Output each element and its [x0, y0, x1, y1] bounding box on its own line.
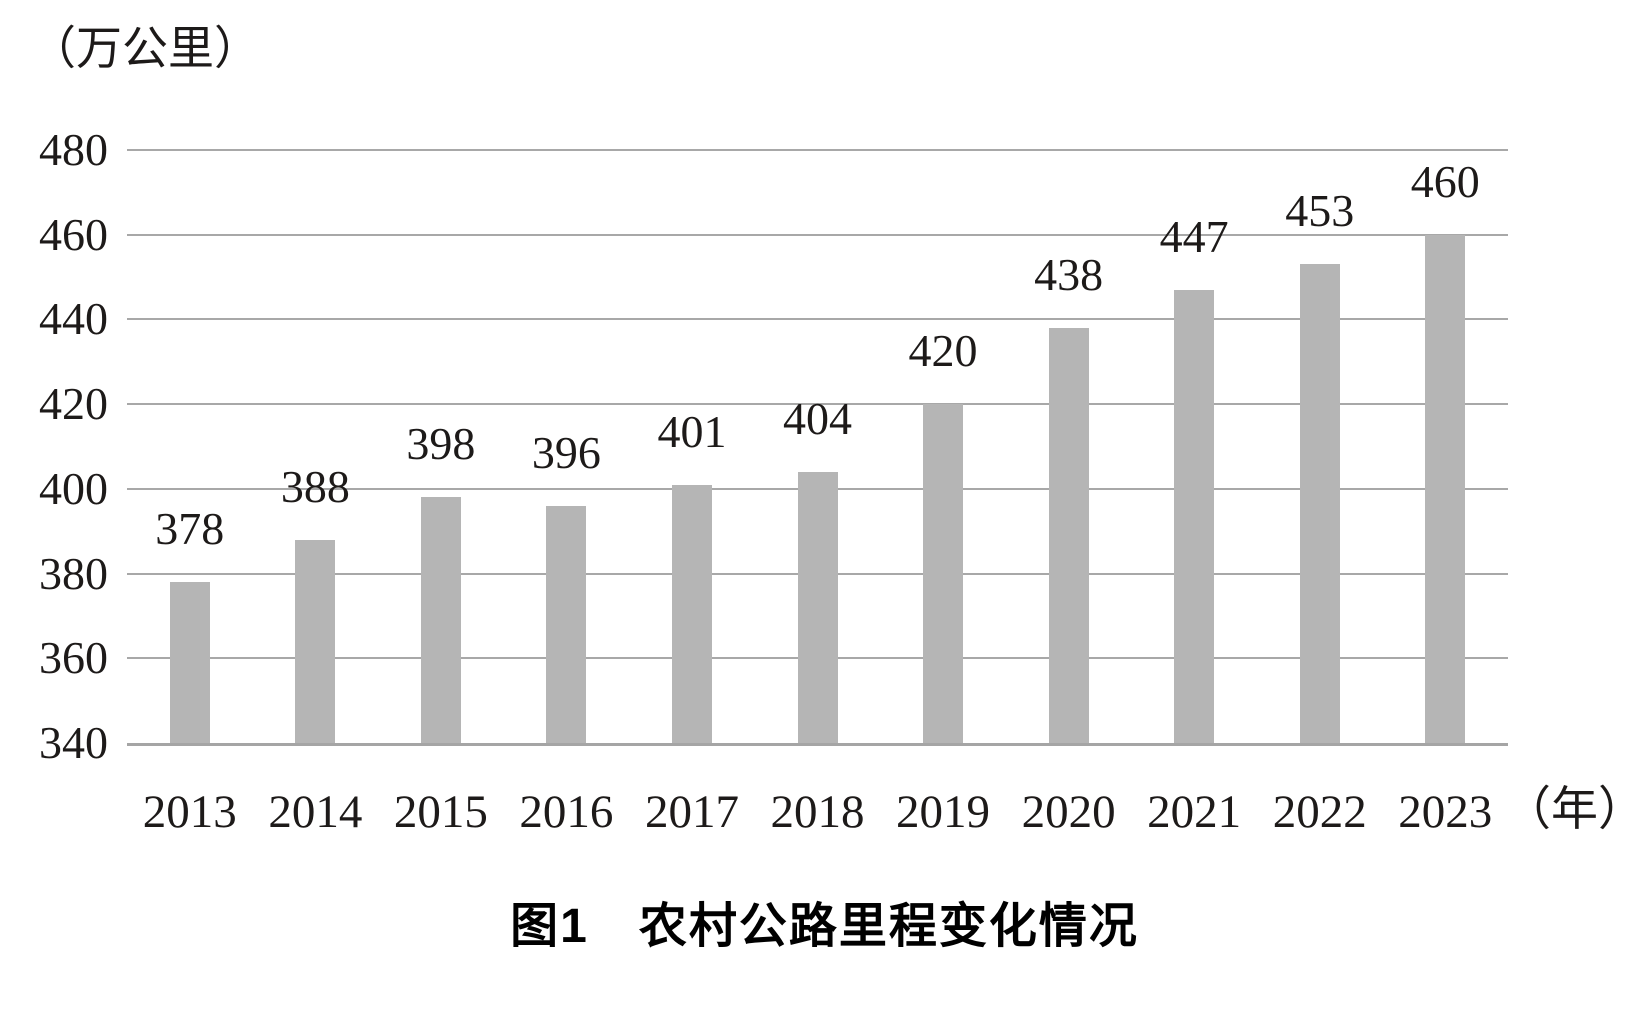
x-tick-label: 2015: [393, 786, 488, 838]
y-tick-label: 340: [39, 717, 108, 768]
bar-column-2021: 447: [1131, 150, 1257, 743]
bar-2015: [420, 497, 461, 743]
bar-2018: [797, 471, 838, 743]
x-tick-label: 2017: [644, 786, 739, 838]
bar-column-2022: 453: [1257, 150, 1383, 743]
bar-value-label: 401: [657, 405, 727, 457]
bar-column-2015: 398: [378, 150, 504, 743]
bar-value-label: 398: [406, 418, 476, 470]
bar-column-2018: 404: [755, 150, 881, 743]
bar-column-2013: 378: [127, 150, 253, 743]
x-tick-label: 2021: [1147, 786, 1242, 838]
bar-value-label: 404: [783, 392, 852, 444]
y-tick-label: 360: [39, 632, 108, 684]
x-tick-label: 2023: [1398, 786, 1493, 838]
x-axis-unit-label: （年）: [1504, 784, 1645, 836]
bar-value-label: 447: [1159, 210, 1229, 262]
y-tick-label: 400: [39, 462, 108, 514]
bar-2022: [1299, 264, 1340, 743]
bar-2021: [1174, 289, 1215, 743]
bar-value-label: 378: [155, 503, 225, 555]
bar-value-label: 420: [908, 325, 978, 377]
gridline: [127, 233, 1508, 236]
plot-area: 378 388 398 396 401 404 420 438 447 453 460: [127, 149, 1508, 746]
bar-column-2017: 401: [629, 150, 755, 743]
bar-2016: [546, 505, 587, 743]
x-tick-label: 2018: [770, 786, 865, 838]
chart-title: 图1 农村公路里程变化情况: [510, 900, 1139, 953]
x-tick-label: 2022: [1272, 786, 1367, 838]
y-tick-label: 420: [39, 378, 108, 430]
bar-value-label: 453: [1285, 185, 1355, 237]
bar-series: 378 388 398 396 401 404 420 438 447 453 460: [127, 150, 1508, 743]
x-tick-label: 2013: [142, 786, 237, 838]
bar-column-2023: 460: [1382, 150, 1508, 743]
y-tick-label: 460: [39, 208, 108, 260]
bar-value-label: 460: [1410, 155, 1480, 207]
bar-2023: [1425, 234, 1466, 743]
gridline: [127, 403, 1508, 406]
bar-column-2019: 420: [880, 150, 1006, 743]
bar-2014: [295, 539, 336, 743]
bar-value-label: 396: [531, 426, 601, 478]
x-tick-label: 2016: [519, 786, 614, 838]
bar-value-label: 438: [1034, 248, 1104, 300]
bar-column-2014: 388: [253, 150, 379, 743]
bar-2017: [671, 484, 712, 743]
bar-value-label: 388: [280, 460, 350, 512]
gridline: [127, 318, 1508, 321]
x-tick-label: 2019: [896, 786, 991, 838]
bar-column-2020: 438: [1006, 150, 1132, 743]
gridline: [127, 149, 1508, 151]
y-tick-label: 480: [39, 124, 108, 175]
y-tick-label: 380: [39, 547, 108, 599]
bar-2019: [923, 404, 964, 743]
y-axis-unit-label: （万公里）: [30, 23, 260, 74]
x-tick-label: 2020: [1021, 786, 1116, 838]
x-tick-label: 2014: [268, 786, 363, 838]
bar-2020: [1048, 327, 1089, 743]
y-tick-label: 440: [39, 293, 108, 345]
bar-column-2016: 396: [504, 150, 630, 743]
x-axis: 2013 2014 2015 2016 2017 2018 2019 2020 2021 2022…: [127, 784, 1645, 838]
y-axis: 480 460 440 420 400 380 360 340: [0, 127, 108, 766]
bar-2013: [169, 582, 210, 743]
